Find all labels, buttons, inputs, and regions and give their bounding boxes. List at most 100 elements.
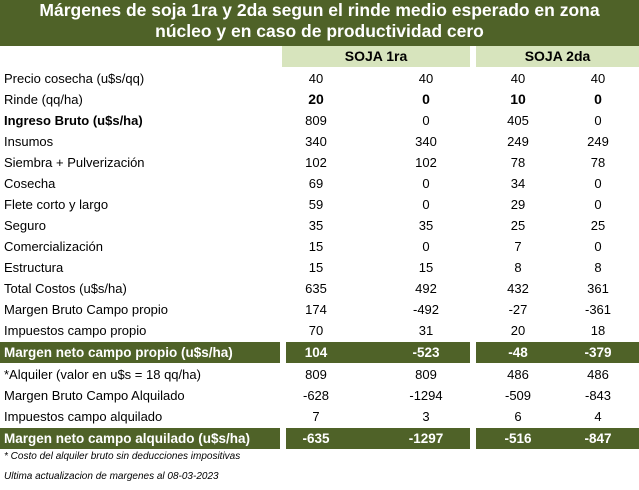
value-soja2-rinde-cero: 40 <box>590 71 606 86</box>
row-label: Total Costos (u$s/ha) <box>4 281 127 296</box>
value-soja1-rinde-cero: -1294 <box>409 388 443 403</box>
value-soja1-rinde-cero: -492 <box>412 302 440 317</box>
value-soja2-rinde-medio: -48 <box>508 345 528 360</box>
value-soja1-rinde-cero: 0 <box>422 197 430 212</box>
value-soja2-rinde-medio: 249 <box>507 134 529 149</box>
value-soja2-rinde-cero: 486 <box>587 367 609 382</box>
header-soja1-band <box>282 46 470 67</box>
value-soja1-rinde-medio: 15 <box>308 260 324 275</box>
value-soja1-rinde-medio: -635 <box>302 431 330 446</box>
value-soja2-rinde-cero: -843 <box>584 388 612 403</box>
value-soja1-rinde-cero: 0 <box>422 113 430 128</box>
value-soja1-rinde-cero: 809 <box>415 367 437 382</box>
value-soja1-rinde-cero: 35 <box>418 218 434 233</box>
value-soja2-rinde-cero: 18 <box>590 323 606 338</box>
row-impuestos-alquilado: Impuestos campo alquilado 7 3 6 4 <box>0 406 639 427</box>
row-label: Estructura <box>4 260 64 275</box>
header-soja2-band <box>476 46 639 67</box>
row-label: Insumos <box>4 134 54 149</box>
row-label: Margen Bruto Campo Alquilado <box>4 388 185 403</box>
title-line-1: Márgenes de soja 1ra y 2da segun el rind… <box>39 0 600 20</box>
column-gap <box>280 342 286 363</box>
row-siembra-pulverizacion: Siembra + Pulverización 102 102 78 78 <box>0 152 639 173</box>
row-label: Margen neto campo alquilado (u$s/ha) <box>4 431 251 446</box>
value-soja2-rinde-medio: -516 <box>504 431 532 446</box>
value-soja2-rinde-cero: 25 <box>590 218 606 233</box>
row-alquiler: *Alquiler (valor en u$s = 18 qq/ha) 809 … <box>0 364 639 385</box>
value-soja1-rinde-medio: 70 <box>308 323 324 338</box>
row-label: Siembra + Pulverización <box>4 155 145 170</box>
value-soja1-rinde-cero: -523 <box>412 345 440 360</box>
value-soja1-rinde-medio: 7 <box>312 409 320 424</box>
value-soja2-rinde-medio: 25 <box>510 218 526 233</box>
value-soja1-rinde-cero: 0 <box>422 91 430 107</box>
value-soja1-rinde-cero: 0 <box>422 239 430 254</box>
value-soja2-rinde-cero: 8 <box>594 260 602 275</box>
value-soja2-rinde-cero: -379 <box>584 345 612 360</box>
value-soja2-rinde-cero: 0 <box>594 239 602 254</box>
row-label: Comercialización <box>4 239 103 254</box>
footnote-alquiler: * Costo del alquiler bruto sin deduccion… <box>4 451 241 462</box>
value-soja2-rinde-medio: 78 <box>510 155 526 170</box>
row-ingreso-bruto: Ingreso Bruto (u$s/ha) 809 0 405 0 <box>0 110 639 131</box>
value-soja2-rinde-medio: 40 <box>510 71 526 86</box>
value-soja2-rinde-medio: -509 <box>504 388 532 403</box>
value-soja1-rinde-medio: 809 <box>305 113 327 128</box>
row-insumos: Insumos 340 340 249 249 <box>0 131 639 152</box>
value-soja2-rinde-medio: 486 <box>507 367 529 382</box>
row-cosecha: Cosecha 69 0 34 0 <box>0 173 639 194</box>
value-soja2-rinde-cero: -361 <box>584 302 612 317</box>
row-seguro: Seguro 35 35 25 25 <box>0 215 639 236</box>
column-gap <box>470 428 476 449</box>
column-gap <box>470 342 476 363</box>
value-soja2-rinde-cero: 249 <box>587 134 609 149</box>
row-total-costos: Total Costos (u$s/ha) 635 492 432 361 <box>0 278 639 299</box>
row-comercializacion: Comercialización 15 0 7 0 <box>0 236 639 257</box>
value-soja2-rinde-medio: 10 <box>510 91 526 107</box>
value-soja2-rinde-cero: -847 <box>584 431 612 446</box>
header-soja1: SOJA 1ra <box>344 48 408 64</box>
value-soja1-rinde-medio: 174 <box>305 302 327 317</box>
value-soja1-rinde-medio: 809 <box>305 367 327 382</box>
value-soja1-rinde-medio: -628 <box>302 388 330 403</box>
value-soja2-rinde-cero: 0 <box>594 91 602 107</box>
row-label: Impuestos campo alquilado <box>4 409 163 424</box>
row-label: Seguro <box>4 218 46 233</box>
header-soja2: SOJA 2da <box>524 48 591 64</box>
value-soja1-rinde-medio: 15 <box>308 239 324 254</box>
value-soja2-rinde-cero: 4 <box>594 409 602 424</box>
value-soja2-rinde-medio: -27 <box>508 302 528 317</box>
value-soja1-rinde-cero: 102 <box>415 155 437 170</box>
value-soja2-rinde-medio: 29 <box>510 197 526 212</box>
value-soja1-rinde-medio: 69 <box>308 176 324 191</box>
row-label: Rinde (qq/ha) <box>4 92 83 107</box>
value-soja1-rinde-cero: -1297 <box>408 431 444 446</box>
value-soja1-rinde-cero: 15 <box>418 260 434 275</box>
title-line-2: núcleo y en caso de productividad cero <box>155 21 484 41</box>
row-label: Ingreso Bruto (u$s/ha) <box>4 113 143 128</box>
value-soja1-rinde-cero: 3 <box>422 409 430 424</box>
value-soja2-rinde-cero: 0 <box>594 113 602 128</box>
column-gap <box>280 428 286 449</box>
value-soja1-rinde-medio: 59 <box>308 197 324 212</box>
footnote-actualizacion: Ultima actualizacion de margenes al 08-0… <box>4 471 219 482</box>
value-soja1-rinde-cero: 40 <box>418 71 434 86</box>
value-soja1-rinde-cero: 31 <box>418 323 434 338</box>
value-soja2-rinde-medio: 7 <box>514 239 522 254</box>
row-precio-cosecha: Precio cosecha (u$s/qq) 40 40 40 40 <box>0 68 639 89</box>
value-soja1-rinde-medio: 340 <box>305 134 327 149</box>
value-soja2-rinde-cero: 0 <box>594 197 602 212</box>
row-label: Margen neto campo propio (u$s/ha) <box>4 345 233 360</box>
row-rinde: Rinde (qq/ha) 20 0 10 0 <box>0 89 639 110</box>
value-soja2-rinde-cero: 0 <box>594 176 602 191</box>
value-soja2-rinde-medio: 6 <box>514 409 522 424</box>
row-impuestos-propio: Impuestos campo propio 70 31 20 18 <box>0 320 639 341</box>
row-margen-neto-propio: Margen neto campo propio (u$s/ha) 104 -5… <box>0 342 639 363</box>
row-margen-neto-alquilado: Margen neto campo alquilado (u$s/ha) -63… <box>0 428 639 449</box>
value-soja2-rinde-medio: 8 <box>514 260 522 275</box>
value-soja1-rinde-medio: 102 <box>305 155 327 170</box>
value-soja1-rinde-medio: 635 <box>305 281 327 296</box>
row-label: Flete corto y largo <box>4 197 109 212</box>
value-soja1-rinde-medio: 35 <box>308 218 324 233</box>
